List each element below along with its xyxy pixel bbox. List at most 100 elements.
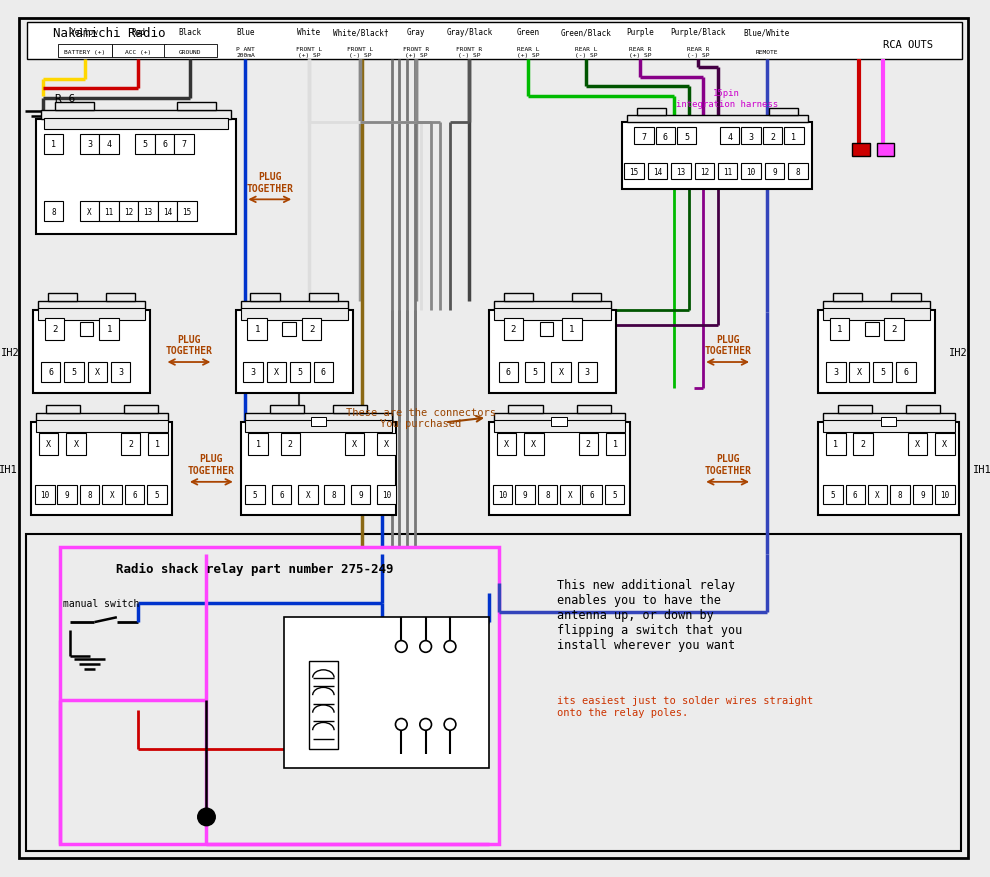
Text: Red: Red	[132, 28, 146, 37]
Text: Radio shack relay part number 275-249: Radio shack relay part number 275-249	[117, 562, 394, 575]
Bar	[80, 323, 93, 337]
Text: 1: 1	[834, 440, 839, 449]
Text: IH2: IH2	[948, 348, 967, 358]
Text: 5: 5	[831, 490, 836, 499]
Bar	[36, 120, 236, 235]
Bar	[540, 323, 553, 337]
Text: GROUND: GROUND	[178, 50, 201, 54]
Text: 5: 5	[252, 490, 257, 499]
Bar	[309, 294, 338, 302]
Bar	[489, 311, 616, 394]
Bar	[333, 405, 367, 413]
Text: 2: 2	[860, 440, 865, 449]
Text: Green/Black: Green/Black	[561, 28, 612, 37]
Bar	[38, 302, 146, 311]
Text: 2: 2	[511, 325, 516, 334]
Bar	[873, 362, 892, 382]
Text: PLUG: PLUG	[716, 334, 740, 345]
Bar	[248, 433, 268, 455]
Bar	[241, 423, 396, 516]
Bar	[58, 46, 112, 58]
Text: 6: 6	[506, 367, 511, 377]
Bar	[27, 535, 961, 851]
Text: FRONT R
(+) SP: FRONT R (+) SP	[403, 46, 429, 58]
Bar	[241, 309, 347, 321]
Bar	[350, 485, 370, 504]
Bar	[868, 485, 887, 504]
Text: FRONT R
(-) SP: FRONT R (-) SP	[456, 46, 482, 58]
Bar	[605, 485, 625, 504]
Bar	[768, 109, 798, 116]
Text: 2: 2	[128, 440, 133, 449]
Bar	[906, 405, 940, 413]
Text: 9: 9	[358, 490, 362, 499]
Text: 9: 9	[65, 490, 69, 499]
Bar	[551, 417, 567, 427]
Text: Gray: Gray	[407, 28, 425, 37]
Bar	[489, 423, 631, 516]
Text: 8: 8	[332, 490, 337, 499]
Text: REAR L
(+) SP: REAR L (+) SP	[517, 46, 540, 58]
Text: 2: 2	[586, 440, 591, 449]
Text: TOGETHER: TOGETHER	[704, 466, 751, 475]
Text: 1: 1	[569, 325, 574, 334]
Bar	[246, 413, 392, 423]
Text: 13: 13	[676, 168, 685, 176]
Bar	[44, 135, 63, 154]
Text: 11: 11	[104, 207, 114, 217]
Text: REAR L
(-) SP: REAR L (-) SP	[575, 46, 598, 58]
Bar	[788, 164, 808, 180]
Bar	[515, 485, 535, 504]
Bar	[538, 485, 557, 504]
Bar	[494, 421, 626, 432]
Text: 6: 6	[162, 140, 167, 149]
Text: X: X	[73, 440, 78, 449]
Bar	[577, 362, 597, 382]
Text: 8: 8	[898, 490, 902, 499]
Text: X: X	[384, 440, 389, 449]
Text: Blue: Blue	[237, 28, 254, 37]
Text: 5: 5	[154, 490, 159, 499]
Bar	[896, 362, 916, 382]
Text: This new additional relay
enables you to have the
antenna up, or down by
flippin: This new additional relay enables you to…	[557, 579, 742, 652]
Bar	[525, 362, 545, 382]
Bar	[578, 433, 598, 455]
Text: 5: 5	[613, 490, 617, 499]
Bar	[377, 433, 396, 455]
Bar	[60, 547, 499, 845]
Bar	[695, 164, 714, 180]
Bar	[35, 485, 54, 504]
Bar	[818, 423, 959, 516]
Text: X: X	[567, 490, 572, 499]
Bar	[121, 433, 141, 455]
Bar	[177, 103, 216, 111]
Bar	[57, 485, 77, 504]
Text: 9: 9	[920, 490, 925, 499]
Text: X: X	[875, 490, 880, 499]
Bar	[267, 362, 286, 382]
Bar	[284, 617, 489, 768]
Text: 2: 2	[288, 440, 293, 449]
Bar	[119, 202, 139, 222]
Bar	[849, 362, 869, 382]
Text: 8: 8	[545, 490, 549, 499]
Bar	[764, 164, 784, 180]
Text: 3: 3	[87, 140, 92, 149]
Text: IH1: IH1	[0, 465, 18, 474]
Bar	[99, 202, 119, 222]
Text: PLUG: PLUG	[177, 334, 201, 345]
Bar	[99, 135, 119, 154]
Text: 6: 6	[321, 367, 326, 377]
Bar	[823, 421, 954, 432]
Bar	[936, 485, 954, 504]
Text: 6: 6	[49, 367, 53, 377]
Bar	[80, 485, 99, 504]
Text: PLUG: PLUG	[716, 454, 740, 464]
Text: 7: 7	[181, 140, 186, 149]
Text: X: X	[504, 440, 509, 449]
Bar	[830, 319, 849, 340]
Bar	[136, 135, 154, 154]
Text: 10: 10	[940, 490, 949, 499]
Text: IH2: IH2	[1, 348, 20, 358]
Text: 4: 4	[107, 140, 112, 149]
